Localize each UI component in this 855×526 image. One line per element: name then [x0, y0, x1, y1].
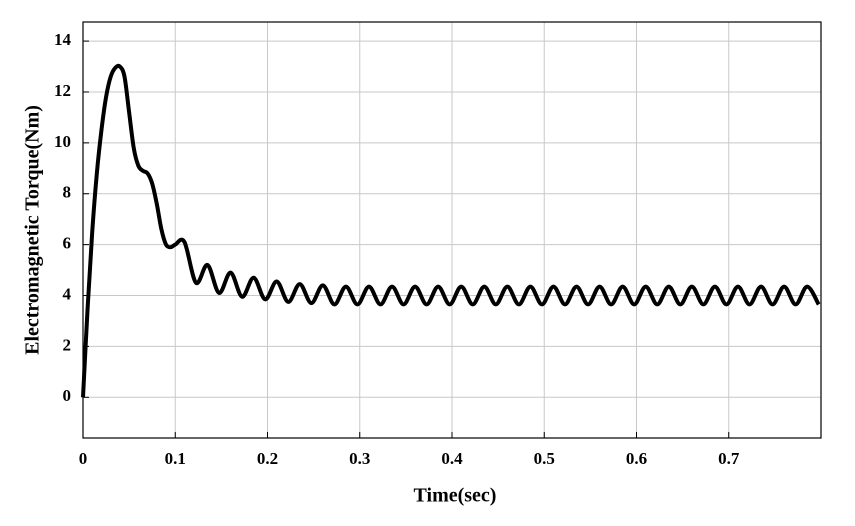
y-tick-label: 14	[54, 30, 72, 49]
y-tick-label: 10	[54, 132, 71, 151]
x-tick-label: 0.3	[349, 449, 370, 468]
y-tick-label: 2	[63, 335, 72, 354]
x-tick-label: 0.4	[441, 449, 463, 468]
y-tick-label: 6	[63, 234, 72, 253]
x-tick-label: 0.1	[165, 449, 186, 468]
x-tick-label: 0	[79, 449, 88, 468]
y-tick-label: 8	[63, 183, 72, 202]
y-tick-label: 0	[63, 386, 72, 405]
y-tick-label: 12	[54, 81, 71, 100]
x-tick-label: 0.2	[257, 449, 278, 468]
x-axis-label: Time(sec)	[414, 485, 497, 507]
y-tick-label: 4	[63, 284, 72, 303]
x-tick-label: 0.6	[626, 449, 647, 468]
plot-frame	[82, 21, 822, 439]
y-axis-label: Electromagnetic Torque(Nm)	[22, 105, 44, 355]
x-tick-label: 0.5	[534, 449, 555, 468]
torque-line	[81, 63, 821, 398]
x-tick-label: 0.7	[718, 449, 740, 468]
